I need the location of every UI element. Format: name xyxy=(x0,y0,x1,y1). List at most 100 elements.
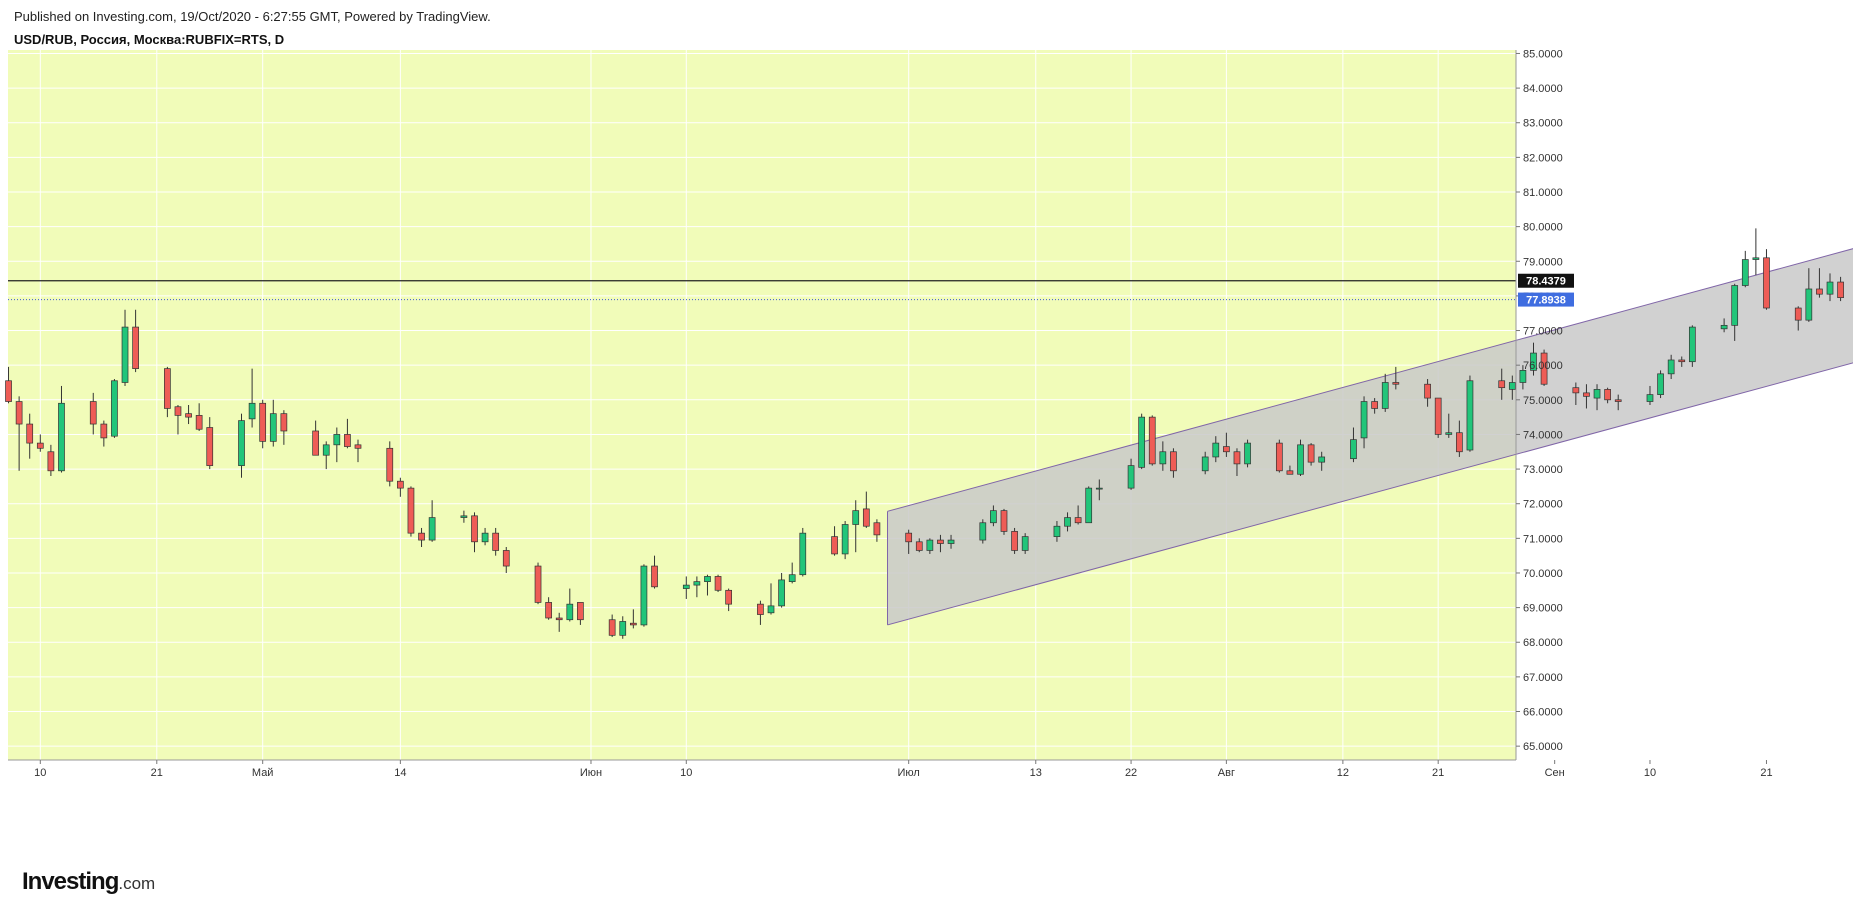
candle-body xyxy=(121,326,129,383)
candle xyxy=(1244,439,1251,468)
candle-body xyxy=(1731,285,1739,326)
x-tick-label: Авг xyxy=(1218,767,1235,779)
candle xyxy=(5,366,12,404)
plot-area xyxy=(8,50,1516,760)
channel-lower-line xyxy=(887,362,1853,626)
candle xyxy=(386,441,394,487)
candle xyxy=(1095,479,1103,501)
candle-body xyxy=(1392,382,1400,385)
secondary-price-label-bg xyxy=(1518,292,1574,307)
candle-body xyxy=(259,402,267,442)
candle xyxy=(259,399,267,449)
candle-body xyxy=(757,603,764,615)
y-tick-label: 85.0000 xyxy=(1523,48,1563,60)
x-tick-label: 22 xyxy=(1125,767,1137,779)
candle-body xyxy=(979,522,987,541)
candle xyxy=(1381,373,1389,412)
candle-body xyxy=(1741,259,1749,286)
candle xyxy=(990,505,997,527)
candle xyxy=(629,609,637,629)
y-tick-label: 83.0000 xyxy=(1523,118,1563,130)
candle xyxy=(577,602,584,625)
y-tick-label: 79.0000 xyxy=(1523,256,1563,268)
candle xyxy=(1805,268,1813,322)
candle xyxy=(460,510,468,523)
candle-body xyxy=(322,444,330,456)
x-tick-label: 13 xyxy=(1030,767,1042,779)
y-tick-label: 66.0000 xyxy=(1523,707,1563,719)
candle-body xyxy=(629,622,637,626)
candle xyxy=(1816,268,1823,298)
candle-body xyxy=(1604,389,1611,401)
candle xyxy=(428,500,436,542)
candle xyxy=(1286,465,1294,475)
candle xyxy=(1275,439,1283,473)
candle xyxy=(1763,249,1770,310)
candle xyxy=(238,413,245,478)
candle xyxy=(1837,276,1844,302)
symbol-title: USD/RUB, Россия, Москва:RUBFIX=RTS, D xyxy=(14,32,285,47)
candle-body xyxy=(1318,456,1326,463)
investing-logo[interactable]: Investing.com xyxy=(22,868,155,896)
candle xyxy=(714,574,722,593)
candle-body xyxy=(1646,394,1654,402)
candle-body xyxy=(693,581,701,586)
candle-body xyxy=(852,510,860,525)
y-tick-label: 81.0000 xyxy=(1523,187,1563,199)
candle-body xyxy=(799,532,807,576)
candle xyxy=(248,368,256,428)
candle xyxy=(100,420,108,447)
candle xyxy=(269,399,277,447)
candle-body xyxy=(1350,439,1357,460)
candle xyxy=(852,500,860,553)
candle xyxy=(1445,413,1453,438)
last-price-label-text: 78.4379 xyxy=(1526,276,1566,288)
candle xyxy=(831,526,838,556)
candle-body xyxy=(1837,281,1844,298)
candle xyxy=(492,527,500,556)
candle-body xyxy=(132,326,139,369)
candle-body xyxy=(1297,444,1304,475)
candle xyxy=(1498,368,1506,400)
candle xyxy=(1519,365,1527,390)
candle-body xyxy=(1138,416,1146,468)
candle-body xyxy=(682,584,690,589)
candle xyxy=(206,417,214,470)
candle xyxy=(1011,527,1018,554)
candle-body xyxy=(1826,281,1834,295)
candle xyxy=(333,427,341,463)
candle xyxy=(1614,394,1622,411)
candle xyxy=(185,405,192,425)
candle-body xyxy=(1752,257,1760,260)
candle-body xyxy=(1053,525,1061,537)
candle-body xyxy=(1508,382,1516,390)
candle-body xyxy=(555,617,563,621)
candle xyxy=(1233,448,1241,476)
y-tick-label: 74.0000 xyxy=(1523,429,1563,441)
logo-brand: Investing xyxy=(22,868,119,895)
candle-body xyxy=(36,442,44,449)
candle-body xyxy=(1530,352,1537,371)
candle-body xyxy=(26,423,34,444)
y-tick-label: 68.0000 xyxy=(1523,637,1563,649)
candle-body xyxy=(1011,531,1018,551)
candle xyxy=(1646,385,1654,405)
candle-body xyxy=(545,602,552,619)
candle-body xyxy=(333,434,341,446)
candle xyxy=(111,379,118,438)
candle xyxy=(1657,370,1664,399)
candle-body xyxy=(1381,382,1389,409)
candle-body xyxy=(89,401,97,425)
candle-body xyxy=(1763,257,1770,309)
candle xyxy=(1148,415,1156,466)
candle-body xyxy=(1159,451,1167,465)
candle xyxy=(947,534,955,549)
candle-body xyxy=(577,602,584,621)
candle-body xyxy=(640,565,648,626)
candle-body xyxy=(1360,401,1368,439)
candle xyxy=(704,574,711,596)
y-tick-label: 72.0000 xyxy=(1523,499,1563,511)
candle xyxy=(778,572,785,608)
candle xyxy=(1064,512,1071,532)
